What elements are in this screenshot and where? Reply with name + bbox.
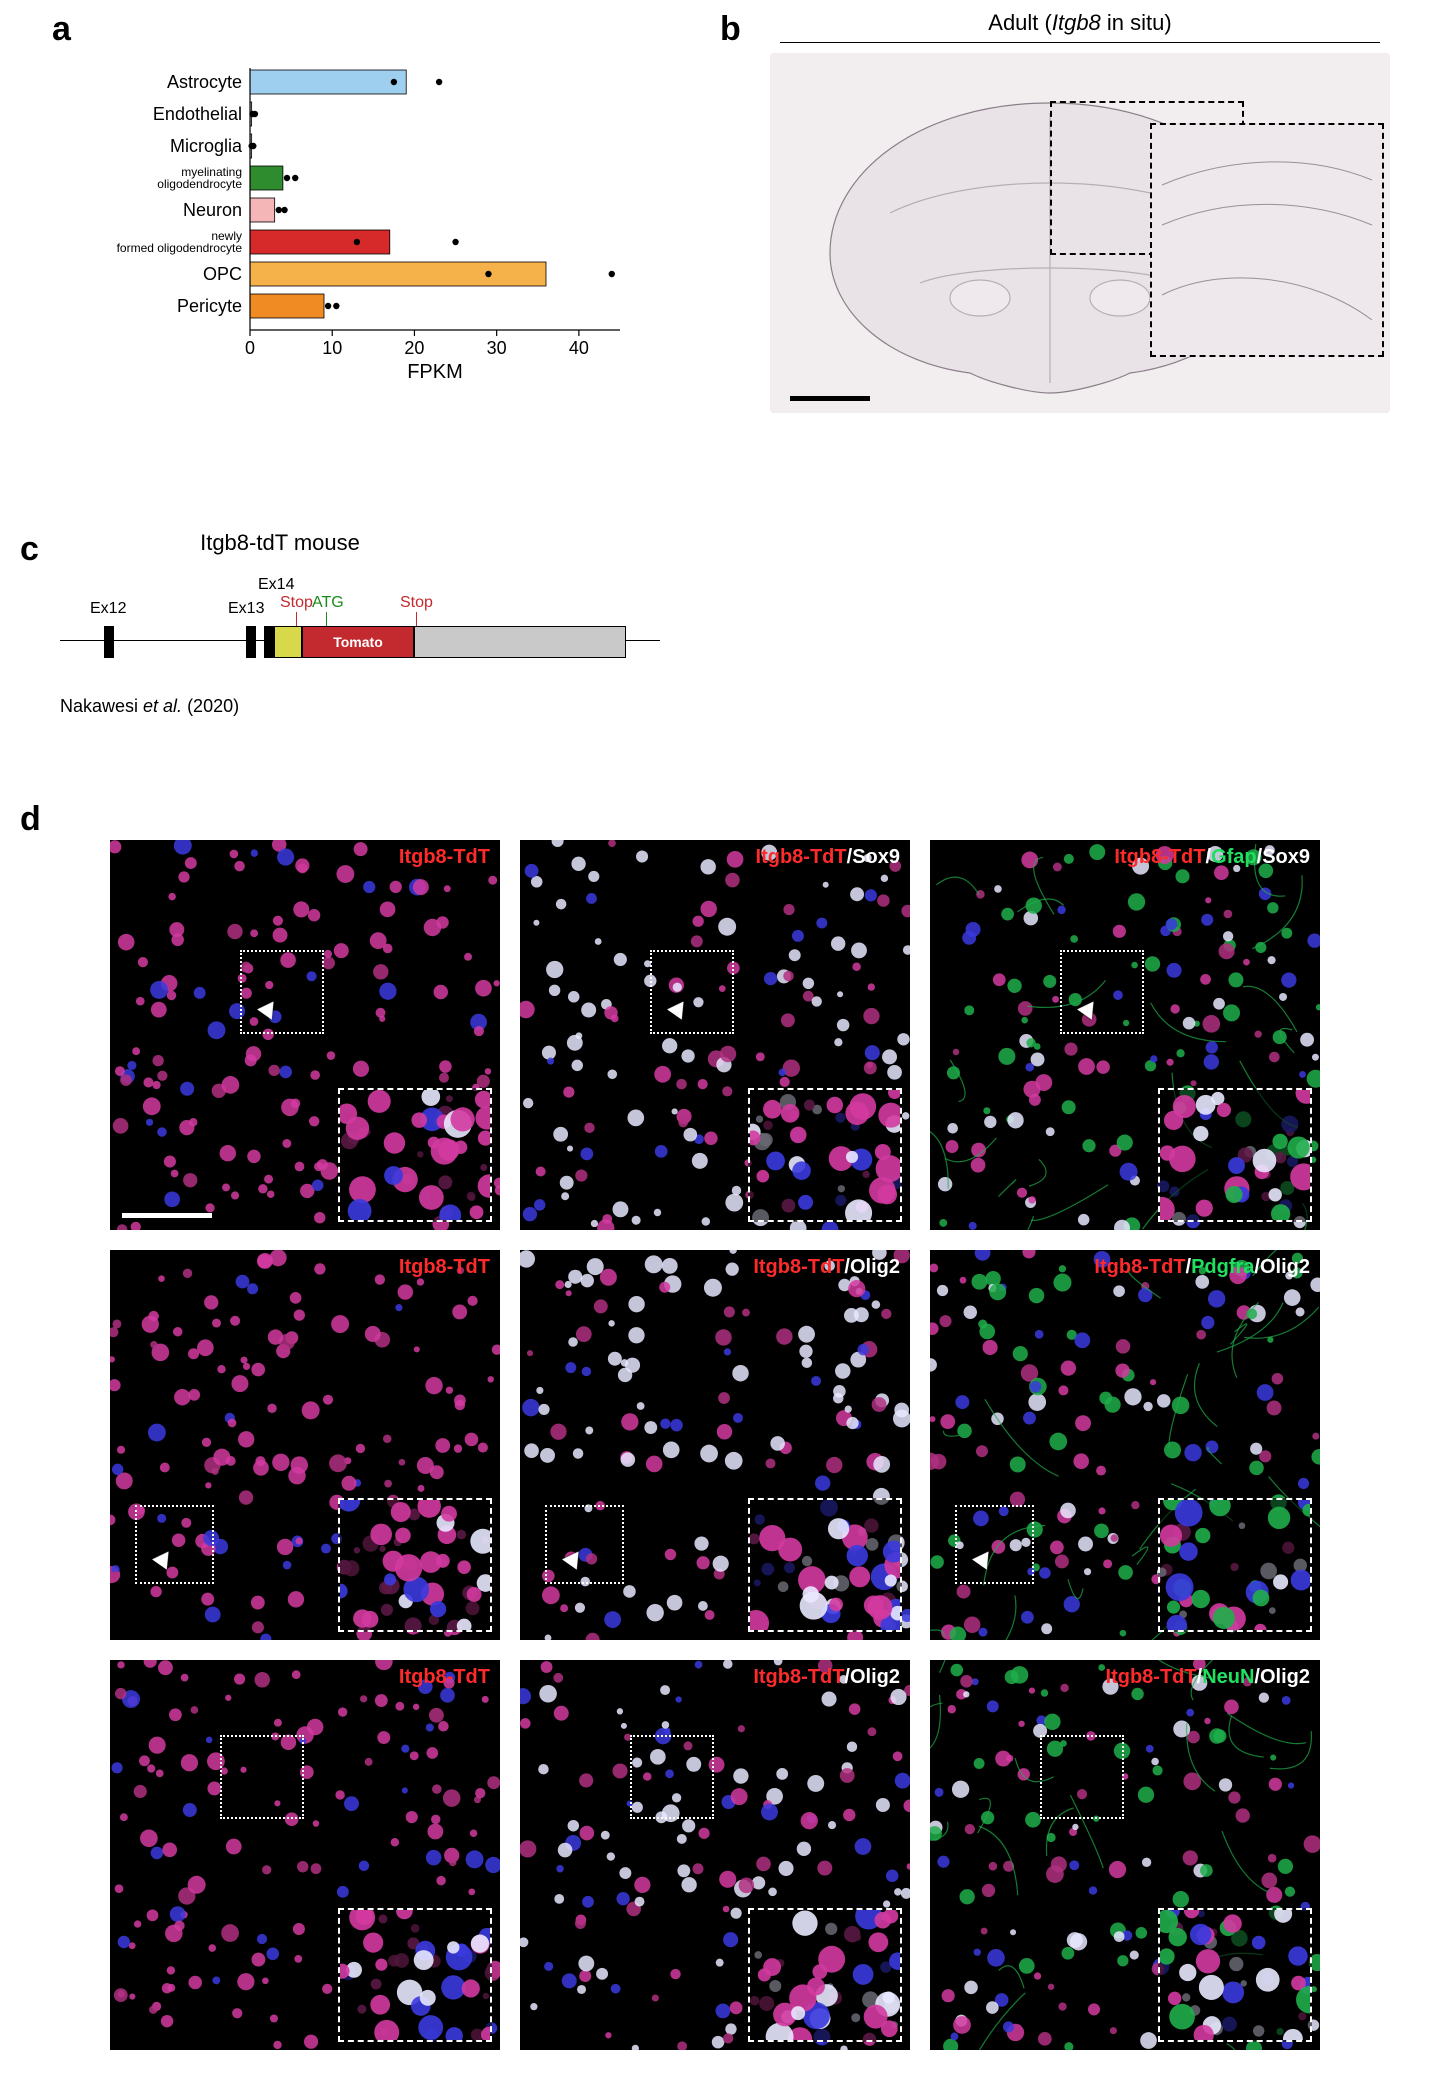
exon-12	[104, 626, 114, 658]
utr-block	[414, 626, 626, 658]
svg-text:Pericyte: Pericyte	[177, 296, 242, 316]
if-tile: Itgb8-TdT	[110, 1250, 500, 1640]
gene-construct: Ex12 Ex13 Ex14 Stop ATG Tomato Stop	[60, 570, 660, 690]
inset-dashed	[1158, 1498, 1312, 1632]
svg-text:myelinatingoligodendrocyte: myelinatingoligodendrocyte	[157, 165, 242, 191]
if-tile: Itgb8-TdT	[110, 840, 500, 1230]
inset-dashed	[748, 1498, 902, 1632]
panel-b-title-prefix: Adult (	[988, 10, 1052, 35]
panel-c-title: Itgb8-tdT mouse	[60, 530, 500, 556]
label-ex12: Ex12	[90, 600, 126, 618]
panel-c: Itgb8-tdT mouse Ex12 Ex13 Ex14 Stop ATG …	[60, 530, 760, 770]
roi-dotted	[545, 1505, 624, 1584]
if-tile: Itgb8-TdT/Olig2	[520, 1250, 910, 1640]
if-tile-tags: Itgb8-TdT/NeuN/Olig2	[1106, 1666, 1310, 1689]
inset-dashed	[748, 1088, 902, 1222]
label-stop-2: Stop	[400, 594, 433, 612]
roi-dotted	[650, 950, 734, 1034]
svg-text:Endothelial: Endothelial	[153, 104, 242, 124]
if-tile-tags: Itgb8-TdT/Olig2	[753, 1256, 900, 1279]
label-atg: ATG	[312, 594, 344, 612]
citation-italic: et al.	[143, 696, 182, 716]
citation-suffix: (2020)	[182, 696, 239, 716]
panel-label-a: a	[52, 10, 71, 49]
if-tile-tags: Itgb8-TdT/Sox9	[756, 846, 900, 869]
if-tile-tags: Itgb8-TdT	[399, 846, 490, 869]
svg-text:OPC: OPC	[203, 264, 242, 284]
label-ex14: Ex14	[258, 576, 294, 594]
if-tile: Itgb8-TdT/NeuN/Olig2	[930, 1660, 1320, 2050]
svg-text:FPKM: FPKM	[407, 361, 463, 383]
panel-label-d: d	[20, 800, 41, 839]
panel-label-c: c	[20, 530, 39, 569]
ires-block	[274, 626, 302, 658]
if-tile: Itgb8-TdT/Pdgfra/Olig2	[930, 1250, 1320, 1640]
roi-dotted	[220, 1735, 304, 1819]
roi-dotted	[1060, 950, 1144, 1034]
brain-box	[770, 53, 1390, 413]
panel-b-title-suffix: in situ)	[1101, 10, 1172, 35]
panel-b-title: Adult (Itgb8 in situ)	[740, 10, 1420, 36]
if-tile-tags: Itgb8-TdT/Pdgfra/Olig2	[1094, 1256, 1310, 1279]
svg-text:Neuron: Neuron	[183, 200, 242, 220]
tomato-block: Tomato	[302, 626, 414, 658]
label-stop-1: Stop	[280, 594, 313, 612]
svg-text:Microglia: Microglia	[170, 136, 243, 156]
panel-b-scalebar	[790, 396, 870, 401]
if-tile-tags: Itgb8-TdT/Olig2	[753, 1666, 900, 1689]
inset-dashed	[338, 1908, 492, 2042]
inset-dashed	[338, 1088, 492, 1222]
roi-dotted	[955, 1505, 1034, 1584]
exon-14	[264, 626, 274, 658]
panel-d: Itgb8-TdT Itgb8-TdT/Sox9 Itgb8-TdT/Gfap/So…	[110, 840, 1320, 2050]
roi-dotted	[1040, 1735, 1124, 1819]
if-tile: Itgb8-TdT/Gfap/Sox9	[930, 840, 1320, 1230]
label-ex13: Ex13	[228, 600, 264, 618]
svg-text:20: 20	[404, 338, 424, 358]
if-tile: Itgb8-TdT	[110, 1660, 500, 2050]
svg-text:0: 0	[245, 338, 255, 358]
svg-text:10: 10	[322, 338, 342, 358]
roi-dotted	[135, 1505, 214, 1584]
svg-text:40: 40	[569, 338, 589, 358]
if-grid: Itgb8-TdT Itgb8-TdT/Sox9 Itgb8-TdT/Gfap/So…	[110, 840, 1320, 2050]
panel-b: Adult (Itgb8 in situ)	[740, 0, 1420, 480]
inset-dashed	[1158, 1908, 1312, 2042]
inset-dashed	[748, 1908, 902, 2042]
inset-dashed	[1158, 1088, 1312, 1222]
panel-b-title-gene: Itgb8	[1052, 10, 1101, 35]
svg-text:30: 30	[487, 338, 507, 358]
panel-label-b: b	[720, 10, 741, 49]
if-tile: Itgb8-TdT/Olig2	[520, 1660, 910, 2050]
if-tile-tags: Itgb8-TdT	[399, 1666, 490, 1689]
panel-b-rule	[780, 42, 1380, 43]
svg-text:newlyformed oligodendrocyte: newlyformed oligodendrocyte	[117, 229, 243, 255]
if-scalebar	[122, 1213, 212, 1218]
inset-dashed	[338, 1498, 492, 1632]
panel-c-citation: Nakawesi et al. (2020)	[60, 696, 760, 717]
brain-inset-dashed	[1150, 123, 1384, 357]
if-tile-tags: Itgb8-TdT/Gfap/Sox9	[1114, 846, 1310, 869]
roi-dotted	[630, 1735, 714, 1819]
svg-text:Astrocyte: Astrocyte	[167, 72, 242, 92]
roi-dotted	[240, 950, 324, 1034]
figure: a Astrocyte Endothelial Microglia myelinati…	[0, 0, 1444, 2100]
citation-prefix: Nakawesi	[60, 696, 143, 716]
if-tile-tags: Itgb8-TdT	[399, 1256, 490, 1279]
if-tile: Itgb8-TdT/Sox9	[520, 840, 910, 1230]
exon-13	[246, 626, 256, 658]
panel-a-chart: Astrocyte Endothelial Microglia myelinating…	[100, 60, 640, 370]
